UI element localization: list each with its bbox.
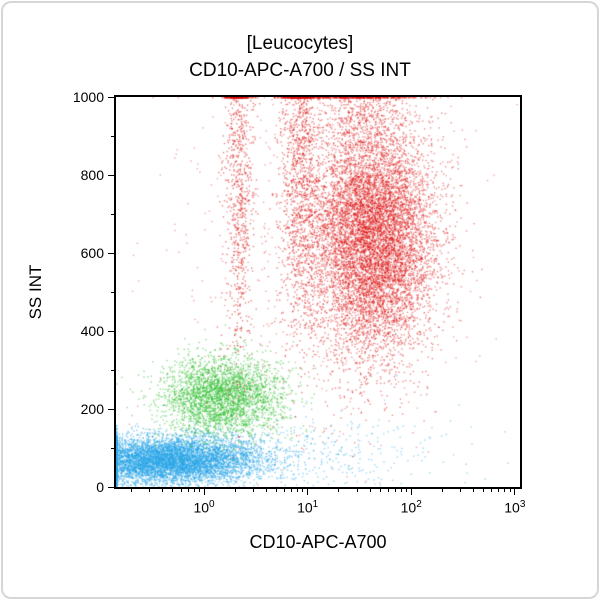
scatter-plot-canvas [114,95,522,489]
x-minor-tick [504,489,506,492]
gate-title: [Leucocytes] [246,33,354,54]
x-major-tick [203,489,205,495]
y-tick-label: 400 [80,323,104,339]
y-minor-tick [111,447,114,449]
x-minor-tick [265,489,267,492]
x-major-tick [307,489,309,495]
x-minor-tick [284,489,286,492]
x-minor-tick [509,489,511,492]
x-minor-tick [394,489,396,492]
x-minor-tick [198,489,200,492]
x-minor-tick [149,489,151,492]
axes-title: CD10-APC-A700 / SS INT [189,60,411,81]
y-minor-tick [111,291,114,293]
x-minor-tick [379,489,381,492]
x-minor-tick [405,489,407,492]
x-major-tick [514,489,516,495]
y-tick-label: 0 [96,479,104,495]
x-tick-label: 103 [504,499,526,516]
x-minor-tick [473,489,475,492]
x-major-tick [410,489,412,495]
y-axis-label: SS INT [26,264,45,320]
y-major-tick [108,330,114,332]
x-minor-tick [131,489,133,492]
y-minor-tick [111,135,114,137]
x-minor-tick [291,489,293,492]
x-minor-tick [356,489,358,492]
x-minor-tick [369,489,371,492]
y-tick-label: 1000 [72,89,104,105]
y-tick-label: 600 [80,245,104,261]
x-minor-tick [302,489,304,492]
y-minor-tick [111,369,114,371]
y-major-tick [108,252,114,254]
x-minor-tick [275,489,277,492]
x-tick-label: 101 [297,499,319,516]
x-minor-tick [297,489,299,492]
y-tick-label: 200 [80,401,104,417]
x-minor-tick [172,489,174,492]
x-minor-tick [193,489,195,492]
x-minor-tick [187,489,189,492]
x-minor-tick [400,489,402,492]
y-major-tick [108,174,114,176]
x-minor-tick [338,489,340,492]
y-major-tick [108,408,114,410]
x-minor-tick [162,489,164,492]
y-minor-tick [111,213,114,215]
y-major-tick [108,96,114,98]
x-minor-tick [498,489,500,492]
y-tick-label: 800 [80,167,104,183]
x-minor-tick [460,489,462,492]
x-minor-tick [441,489,443,492]
y-major-tick [108,486,114,488]
x-minor-tick [387,489,389,492]
x-minor-tick [491,489,493,492]
x-tick-label: 102 [400,499,422,516]
x-minor-tick [252,489,254,492]
x-minor-tick [180,489,182,492]
x-tick-label: 100 [193,499,215,516]
x-minor-tick [483,489,485,492]
x-axis-label: CD10-APC-A700 [249,532,387,552]
x-minor-tick [234,489,236,492]
